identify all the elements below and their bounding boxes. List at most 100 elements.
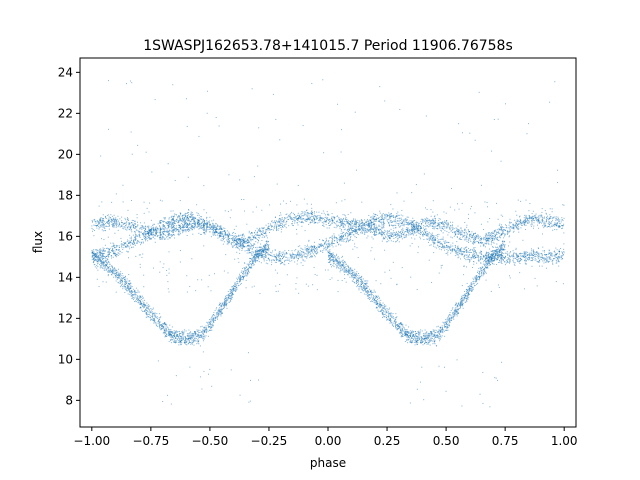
data-point xyxy=(125,223,127,225)
data-point xyxy=(435,221,437,223)
data-point xyxy=(524,253,526,255)
data-point xyxy=(385,237,387,239)
data-point xyxy=(327,245,329,247)
data-point xyxy=(483,255,485,257)
data-point xyxy=(386,215,388,217)
data-point xyxy=(316,215,318,217)
data-point xyxy=(252,236,254,238)
data-point xyxy=(246,241,248,243)
data-point xyxy=(415,225,417,227)
data-point xyxy=(547,253,549,255)
data-point xyxy=(331,216,333,218)
data-point xyxy=(232,237,234,239)
data-point xyxy=(452,224,454,226)
data-point xyxy=(345,217,347,219)
data-point xyxy=(164,231,166,233)
data-point xyxy=(159,229,161,231)
data-point xyxy=(542,250,544,252)
data-point xyxy=(556,219,558,221)
data-point xyxy=(244,242,246,244)
data-point xyxy=(318,221,320,223)
data-point xyxy=(472,233,474,235)
data-point xyxy=(140,225,142,227)
data-point xyxy=(502,259,504,261)
data-point xyxy=(393,221,395,223)
data-point xyxy=(534,259,536,261)
data-point xyxy=(181,229,183,231)
data-point xyxy=(411,230,413,232)
data-point xyxy=(464,251,466,253)
data-point xyxy=(428,226,429,228)
data-point xyxy=(306,250,308,252)
data-point xyxy=(353,234,355,236)
data-point xyxy=(253,236,255,238)
data-point xyxy=(532,219,534,221)
data-point xyxy=(434,237,436,239)
data-point xyxy=(462,250,464,252)
data-point xyxy=(246,239,248,241)
data-point xyxy=(166,235,168,237)
data-point xyxy=(138,241,140,243)
data-point xyxy=(185,225,187,227)
data-point xyxy=(235,240,237,242)
data-point xyxy=(118,225,120,227)
data-point xyxy=(438,246,440,248)
data-point xyxy=(417,231,419,233)
data-point xyxy=(329,245,331,247)
data-point xyxy=(459,231,461,233)
data-point xyxy=(215,229,217,231)
data-point xyxy=(143,227,145,229)
data-point xyxy=(431,225,433,227)
data-point xyxy=(221,229,223,231)
data-point xyxy=(298,217,300,219)
data-point xyxy=(517,227,519,229)
data-point xyxy=(239,243,241,245)
data-point xyxy=(102,220,104,222)
data-point xyxy=(174,220,176,222)
data-point xyxy=(207,229,209,231)
data-point xyxy=(538,217,540,219)
data-point xyxy=(194,220,196,222)
data-point xyxy=(290,255,292,257)
data-point xyxy=(310,250,312,252)
data-point xyxy=(259,254,261,256)
data-point xyxy=(168,233,170,235)
data-point xyxy=(527,221,529,223)
data-point xyxy=(373,218,375,220)
data-point xyxy=(468,253,470,255)
data-point xyxy=(187,224,189,226)
data-point xyxy=(467,256,469,258)
data-point xyxy=(325,248,327,250)
data-point xyxy=(516,224,518,226)
data-point xyxy=(542,260,544,262)
data-point xyxy=(397,223,399,225)
data-point xyxy=(359,229,361,231)
data-point xyxy=(381,240,383,242)
data-point xyxy=(374,233,376,235)
data-point xyxy=(284,224,286,226)
data-point xyxy=(182,225,184,227)
data-point xyxy=(309,257,311,259)
data-point xyxy=(307,255,309,257)
data-point xyxy=(485,235,487,237)
data-point xyxy=(480,243,482,245)
data-point xyxy=(444,226,446,228)
data-point xyxy=(147,231,149,233)
data-point xyxy=(351,228,352,230)
data-point xyxy=(494,235,496,237)
data-point xyxy=(452,228,454,230)
data-point xyxy=(402,229,404,231)
data-point xyxy=(229,234,231,236)
data-point xyxy=(140,244,142,246)
data-point xyxy=(225,233,227,235)
data-point xyxy=(316,218,318,220)
data-point xyxy=(331,244,333,246)
data-point xyxy=(240,241,242,243)
data-point xyxy=(199,223,201,225)
data-point xyxy=(378,217,380,219)
data-point xyxy=(242,242,244,244)
data-point xyxy=(98,226,100,227)
data-point xyxy=(124,226,126,228)
data-point xyxy=(107,252,109,254)
data-point xyxy=(527,219,529,221)
